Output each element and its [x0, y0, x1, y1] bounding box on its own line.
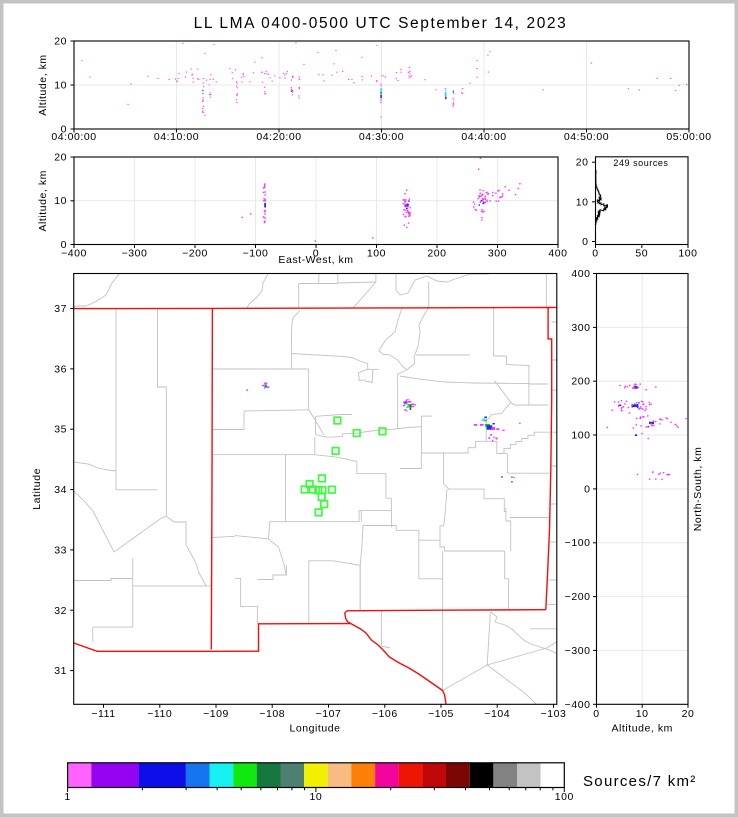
- svg-text:04:30:00: 04:30:00: [359, 131, 404, 143]
- svg-text:−109: −109: [203, 708, 229, 720]
- svg-text:0: 0: [593, 708, 599, 720]
- svg-text:300: 300: [571, 322, 590, 334]
- svg-text:−104: −104: [484, 708, 510, 720]
- svg-text:10: 10: [54, 195, 67, 207]
- svg-text:200: 200: [571, 376, 590, 388]
- svg-text:−300: −300: [122, 248, 148, 260]
- svg-text:100: 100: [571, 430, 590, 442]
- svg-text:−103: −103: [541, 708, 567, 720]
- svg-text:−107: −107: [316, 708, 342, 720]
- svg-text:05:00:00: 05:00:00: [666, 131, 711, 143]
- svg-text:−108: −108: [259, 708, 285, 720]
- svg-text:100: 100: [367, 248, 386, 260]
- svg-text:LL LMA 0400-0500 UTC September: LL LMA 0400-0500 UTC September 14, 2023: [194, 15, 568, 32]
- svg-text:20: 20: [576, 157, 589, 169]
- svg-text:10: 10: [636, 708, 649, 720]
- svg-text:249 sources: 249 sources: [613, 158, 668, 168]
- svg-text:Altitude, km: Altitude, km: [37, 170, 49, 231]
- svg-text:East-West, km: East-West, km: [278, 254, 353, 266]
- svg-text:20: 20: [54, 152, 67, 164]
- svg-text:−300: −300: [565, 645, 591, 657]
- svg-text:−106: −106: [372, 708, 398, 720]
- svg-text:Longitude: Longitude: [289, 723, 340, 735]
- svg-text:04:40:00: 04:40:00: [461, 131, 506, 143]
- svg-text:−100: −100: [243, 248, 269, 260]
- svg-text:300: 300: [488, 248, 507, 260]
- svg-text:0: 0: [61, 239, 67, 251]
- svg-text:37: 37: [54, 303, 67, 315]
- svg-text:10: 10: [576, 196, 589, 208]
- svg-text:−100: −100: [565, 537, 591, 549]
- svg-text:−105: −105: [428, 708, 454, 720]
- svg-text:−400: −400: [61, 248, 87, 260]
- svg-text:−200: −200: [182, 248, 208, 260]
- svg-text:34: 34: [54, 484, 67, 496]
- svg-text:−111: −111: [91, 708, 115, 720]
- svg-text:−110: −110: [147, 708, 172, 720]
- svg-text:33: 33: [54, 544, 67, 556]
- svg-text:North-South, km: North-South, km: [692, 447, 704, 532]
- svg-text:1: 1: [64, 791, 70, 803]
- svg-text:400: 400: [548, 248, 567, 260]
- svg-text:0: 0: [582, 236, 588, 248]
- svg-text:04:00:00: 04:00:00: [51, 131, 96, 143]
- svg-text:31: 31: [54, 665, 67, 677]
- svg-text:200: 200: [427, 248, 446, 260]
- svg-text:04:20:00: 04:20:00: [256, 131, 301, 143]
- svg-text:400: 400: [571, 268, 590, 280]
- svg-text:35: 35: [54, 424, 67, 436]
- svg-text:20: 20: [682, 708, 695, 720]
- svg-text:20: 20: [54, 36, 67, 48]
- svg-text:Altitude, km: Altitude, km: [611, 723, 672, 735]
- svg-text:50: 50: [635, 248, 648, 260]
- svg-text:0: 0: [584, 483, 590, 495]
- svg-text:32: 32: [54, 605, 67, 617]
- svg-text:Latitude: Latitude: [31, 468, 43, 510]
- svg-text:04:50:00: 04:50:00: [564, 131, 609, 143]
- svg-text:10: 10: [54, 80, 67, 92]
- svg-text:100: 100: [555, 791, 574, 803]
- svg-text:04:10:00: 04:10:00: [154, 131, 199, 143]
- svg-text:−400: −400: [565, 699, 591, 711]
- svg-text:−200: −200: [565, 591, 591, 603]
- svg-text:100: 100: [678, 248, 697, 260]
- svg-text:0: 0: [313, 248, 319, 260]
- svg-text:Sources/7 km²: Sources/7 km²: [583, 773, 697, 790]
- svg-text:10: 10: [310, 791, 323, 803]
- svg-text:36: 36: [54, 363, 67, 375]
- svg-text:0: 0: [592, 248, 598, 260]
- svg-text:0: 0: [61, 124, 67, 136]
- svg-text:Altitude, km: Altitude, km: [37, 54, 49, 115]
